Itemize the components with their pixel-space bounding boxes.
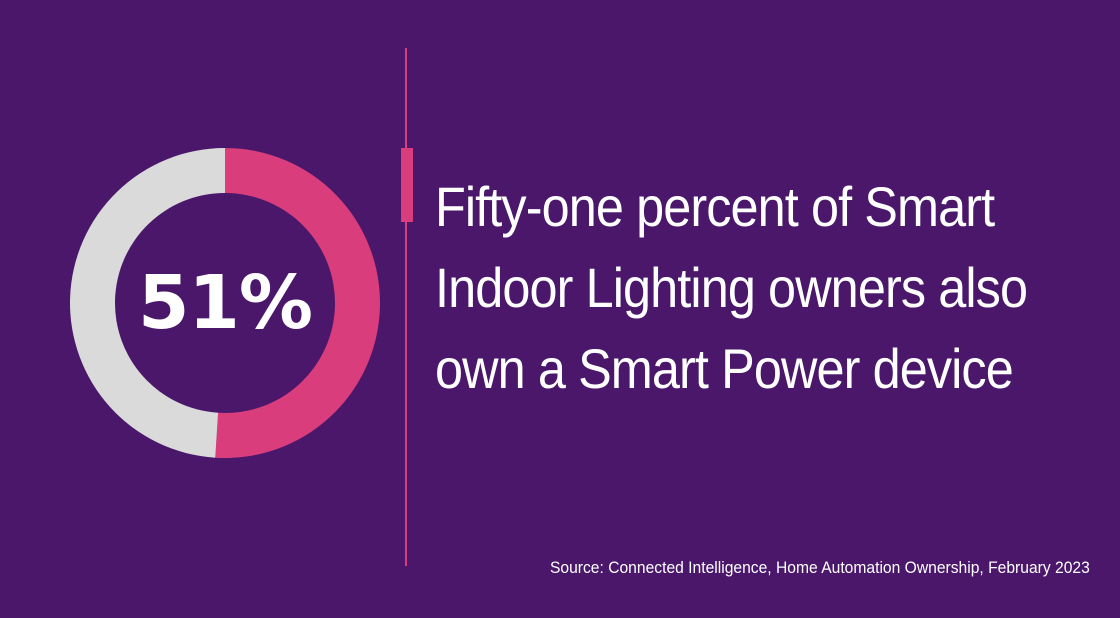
donut-center-percent: 51% <box>137 260 313 346</box>
donut-slice-remainder <box>70 148 225 458</box>
donut-chart: 51% <box>70 148 380 458</box>
donut-chart-svg <box>70 148 380 458</box>
source-citation: Source: Connected Intelligence, Home Aut… <box>550 558 1090 577</box>
headline-statement: Fifty-one percent of Smart Indoor Lighti… <box>435 175 1028 400</box>
accent-bar <box>401 148 413 222</box>
donut-slice-highlight <box>215 148 380 458</box>
vertical-divider <box>405 48 407 566</box>
